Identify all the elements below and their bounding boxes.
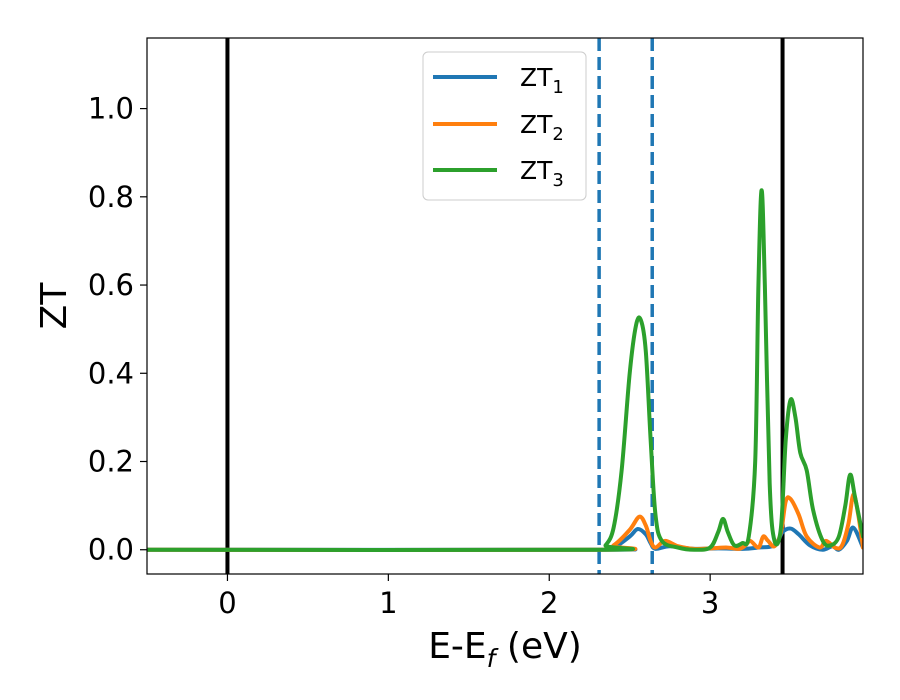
legend-label-zt2: ZT2 xyxy=(520,110,564,145)
series-line-zt3 xyxy=(147,188,863,553)
x-axis-ticks: 0 1 2 3 xyxy=(218,574,719,620)
legend-label-zt3: ZT3 xyxy=(520,156,564,191)
legend-box xyxy=(422,51,587,201)
x-tick-label: 1 xyxy=(379,586,397,620)
x-axis-title: E-Ef (eV) xyxy=(428,626,582,673)
legend: ZT1 ZT2 ZT3 xyxy=(422,51,587,201)
series-line-zt2 xyxy=(147,492,863,553)
legend-label-zt1: ZT1 xyxy=(520,63,564,98)
y-tick-label: 0.2 xyxy=(88,445,134,479)
x-tick-label: 3 xyxy=(701,586,719,620)
y-tick-label: 0.0 xyxy=(88,533,134,567)
y-axis-ticks: 0.0 0.2 0.4 0.6 0.8 1.0 xyxy=(88,92,147,567)
x-tick-label: 2 xyxy=(540,586,558,620)
series-lines xyxy=(147,188,863,553)
x-tick-label: 0 xyxy=(218,586,236,620)
y-tick-label: 1.0 xyxy=(88,92,134,126)
y-tick-label: 0.6 xyxy=(88,268,134,302)
y-tick-label: 0.4 xyxy=(88,356,134,390)
y-axis-title: ZT xyxy=(34,282,75,330)
y-tick-label: 0.8 xyxy=(88,180,134,214)
plot-frame xyxy=(146,37,864,575)
